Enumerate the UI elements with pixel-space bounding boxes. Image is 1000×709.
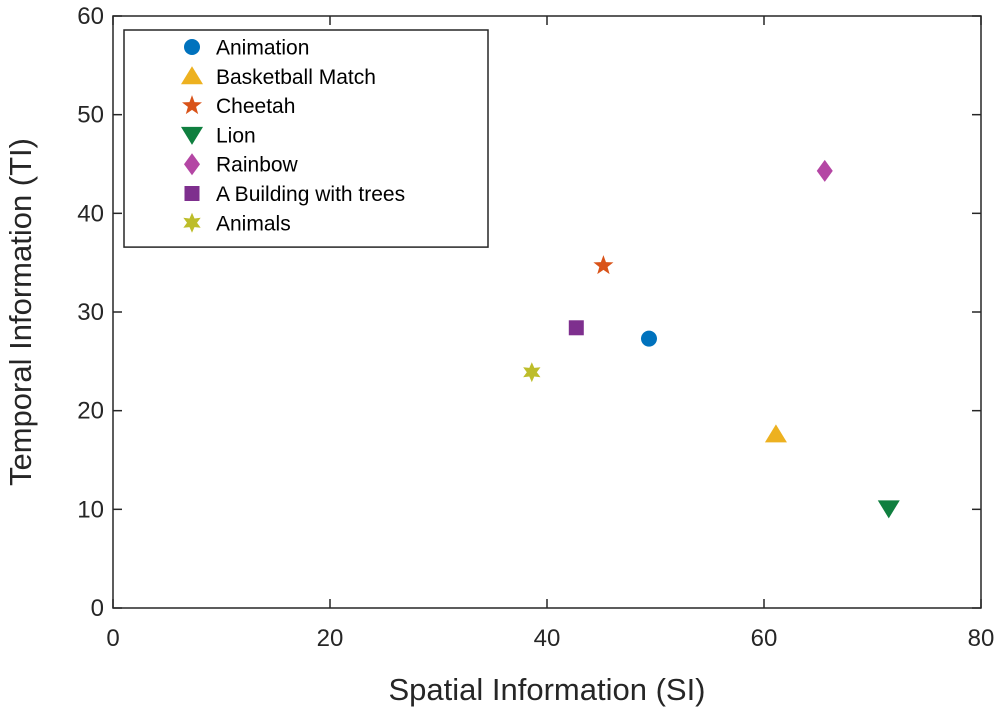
legend-marker-cheetah	[182, 95, 202, 115]
x-tick-label: 80	[968, 625, 995, 652]
y-tick-label: 60	[77, 3, 104, 30]
legend-marker-a-building-with-trees	[184, 186, 200, 201]
y-tick-label: 50	[77, 102, 104, 129]
legend-marker-animals	[183, 212, 201, 233]
y-tick-label: 10	[77, 496, 104, 523]
legend-label-rainbow: Rainbow	[216, 154, 299, 177]
data-point-cheetah	[593, 255, 614, 275]
data-points	[523, 159, 900, 519]
y-tick-label: 0	[91, 595, 104, 622]
data-point-lion	[877, 500, 900, 519]
y-tick-label: 30	[77, 299, 104, 326]
y-axis-label: Temporal Information (TI)	[3, 138, 38, 486]
x-tick-label: 60	[751, 625, 778, 652]
legend-label-cheetah: Cheetah	[216, 95, 295, 118]
y-tick-label: 40	[77, 200, 104, 227]
legend-marker-basketball-match	[181, 66, 203, 85]
x-axis-label: Spatial Information (SI)	[388, 672, 705, 707]
data-point-basketball-match	[764, 424, 787, 443]
legend-marker-animation	[184, 39, 200, 55]
axes: 0 20 40 60 80 0 10 20 30 40 50 60	[77, 3, 994, 652]
legend-label-basketball-match: Basketball Match	[216, 66, 376, 89]
x-tick-label: 40	[534, 625, 561, 652]
legend-label-animals: Animals	[216, 212, 291, 235]
legend-marker-rainbow	[184, 153, 200, 176]
legend-label-animation: Animation	[216, 37, 309, 60]
data-point-animation	[640, 330, 657, 347]
legend-label-lion: Lion	[216, 124, 256, 147]
data-point-rainbow	[816, 159, 833, 182]
x-tick-label: 0	[106, 625, 119, 652]
legend-box	[123, 29, 489, 248]
data-point-a-building-with-trees	[568, 320, 584, 336]
legend-label-a-building-with-trees: A Building with trees	[216, 183, 405, 206]
data-point-animals	[523, 362, 541, 383]
legend-marker-lion	[181, 126, 203, 145]
legend: Animation Basketball Match Cheetah Lion Rain…	[123, 29, 489, 248]
y-tick-label: 20	[77, 398, 104, 425]
x-tick-label: 20	[317, 625, 344, 652]
